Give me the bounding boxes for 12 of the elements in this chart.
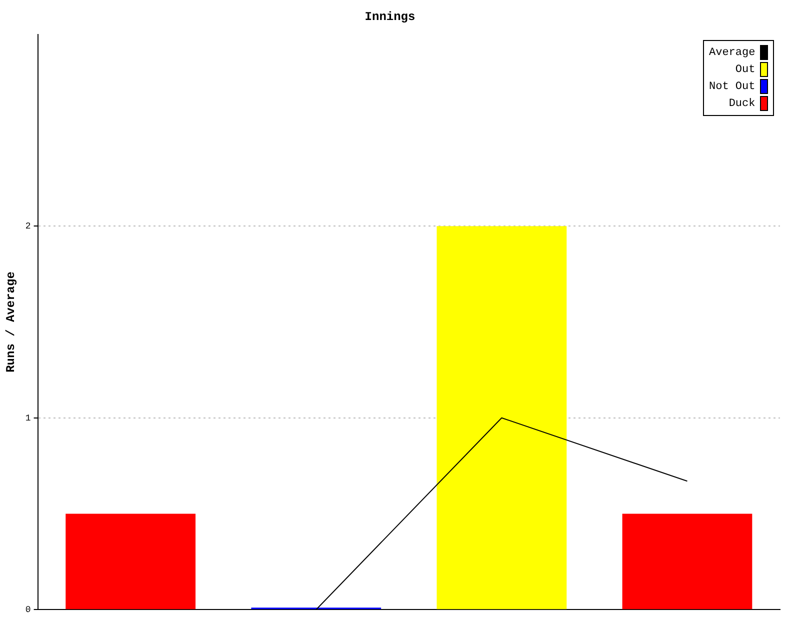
legend-label: Not Out xyxy=(709,80,756,93)
legend-label: Average xyxy=(709,46,756,59)
bar xyxy=(66,514,196,610)
bar xyxy=(436,226,567,610)
y-tick-label: 2 xyxy=(25,222,31,232)
legend-label: Duck xyxy=(728,98,756,110)
y-tick-label: 1 xyxy=(25,413,31,424)
chart-title: Innings xyxy=(364,10,416,24)
legend-label: Out xyxy=(735,64,756,76)
bar xyxy=(622,514,752,610)
y-axis-title: Runs / Average xyxy=(4,272,18,372)
y-tick-label: 0 xyxy=(25,604,31,615)
